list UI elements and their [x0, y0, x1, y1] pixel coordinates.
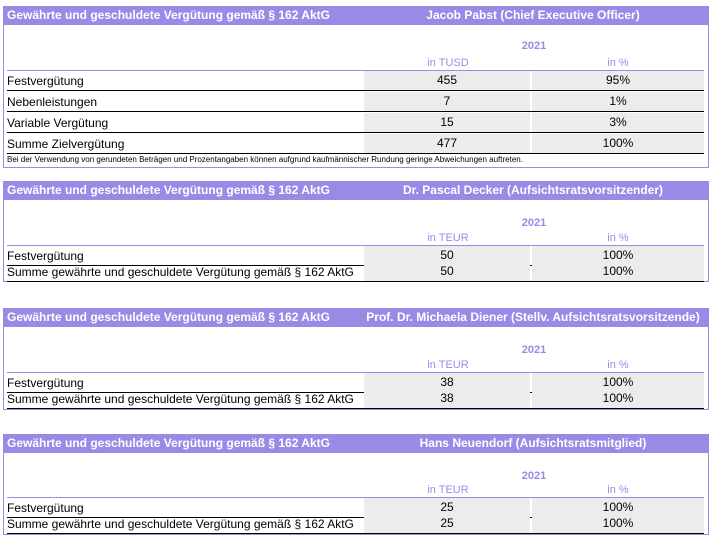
row-percent: 100%	[532, 246, 704, 265]
table-row: Festvergütung 50 100%	[4, 246, 708, 266]
row-label: Variable Vergütung	[7, 116, 109, 130]
row-value: 25	[364, 498, 530, 517]
header-person: Prof. Dr. Michaela Diener (Stellv. Aufsi…	[366, 310, 700, 324]
row-divider	[7, 281, 704, 282]
table-row: Summe gewährte und geschuldete Vergütung…	[4, 389, 708, 409]
remuneration-table-deputy-chair: Gewährte und geschuldete Vergütung gemäß…	[3, 308, 709, 410]
row-value: 50	[364, 246, 530, 265]
row-label: Festvergütung	[7, 501, 84, 515]
row-value: 50	[364, 262, 530, 281]
remuneration-table-ceo: Gewährte und geschuldete Vergütung gemäß…	[3, 6, 709, 168]
row-value: 25	[364, 514, 530, 533]
table-row: Festvergütung 38 100%	[4, 373, 708, 393]
row-label: Nebenleistungen	[7, 95, 98, 109]
row-value: 7	[364, 92, 530, 111]
row-label: Festvergütung	[7, 74, 84, 88]
row-divider	[7, 153, 704, 154]
unit-value-label: in TEUR	[427, 232, 469, 244]
unit-value-label: in TUSD	[427, 57, 469, 69]
header-left-title: Gewährte und geschuldete Vergütung gemäß…	[7, 436, 330, 450]
header-left-title: Gewährte und geschuldete Vergütung gemäß…	[7, 8, 330, 22]
row-percent: 3%	[532, 113, 704, 132]
header-person: Hans Neuendorf (Aufsichtsratsmitglied)	[419, 436, 647, 450]
row-percent: 1%	[532, 92, 704, 111]
year-label: 2021	[521, 344, 547, 356]
remuneration-table-member: Gewährte und geschuldete Vergütung gemäß…	[3, 434, 709, 535]
row-label: Summe Zielvergütung	[7, 137, 125, 151]
year-label: 2021	[521, 217, 547, 229]
row-divider	[7, 111, 704, 112]
unit-value-label: in TEUR	[427, 484, 469, 496]
table-row: Variable Vergütung 15 3%	[4, 113, 708, 133]
row-value: 38	[364, 373, 530, 392]
table-row: Summe Zielvergütung 477 100%	[4, 134, 708, 154]
row-percent: 95%	[532, 71, 704, 90]
unit-value-label: in TEUR	[427, 359, 469, 371]
row-divider	[7, 132, 704, 133]
table-row: Summe gewährte und geschuldete Vergütung…	[4, 262, 708, 282]
row-label: Summe gewährte und geschuldete Vergütung…	[7, 265, 354, 279]
row-divider	[7, 265, 704, 266]
unit-percent-label: in %	[607, 232, 629, 244]
row-label: Summe gewährte und geschuldete Vergütung…	[7, 392, 354, 406]
row-divider	[7, 533, 704, 534]
unit-percent-label: in %	[607, 359, 629, 371]
remuneration-table-chair: Gewährte und geschuldete Vergütung gemäß…	[3, 181, 709, 282]
year-label: 2021	[521, 40, 547, 52]
table-header: Gewährte und geschuldete Vergütung gemäß…	[3, 308, 709, 327]
row-percent: 100%	[532, 514, 704, 533]
row-divider	[7, 392, 704, 393]
row-value: 38	[364, 389, 530, 408]
row-value: 477	[364, 134, 530, 153]
row-divider	[7, 408, 704, 409]
row-divider	[7, 517, 704, 518]
unit-separator	[7, 245, 704, 246]
row-divider	[7, 90, 704, 91]
row-percent: 100%	[532, 262, 704, 281]
row-percent: 100%	[532, 389, 704, 408]
table-row: Festvergütung 455 95%	[4, 71, 708, 91]
unit-separator	[7, 70, 704, 71]
table-header: Gewährte und geschuldete Vergütung gemäß…	[3, 434, 709, 453]
row-percent: 100%	[532, 498, 704, 517]
header-person: Jacob Pabst (Chief Executive Officer)	[426, 8, 640, 22]
table-row: Nebenleistungen 7 1%	[4, 92, 708, 112]
table-header: Gewährte und geschuldete Vergütung gemäß…	[3, 181, 709, 200]
table-row: Festvergütung 25 100%	[4, 498, 708, 518]
row-label: Festvergütung	[7, 376, 84, 390]
unit-percent-label: in %	[607, 57, 629, 69]
unit-separator	[7, 497, 704, 498]
row-value: 15	[364, 113, 530, 132]
year-label: 2021	[521, 470, 547, 482]
header-left-title: Gewährte und geschuldete Vergütung gemäß…	[7, 310, 330, 324]
rounding-note: Bei der Verwendung von gerundeten Beträg…	[7, 155, 523, 164]
unit-separator	[7, 372, 704, 373]
row-percent: 100%	[532, 134, 704, 153]
table-row: Summe gewährte und geschuldete Vergütung…	[4, 514, 708, 534]
row-label: Festvergütung	[7, 249, 84, 263]
row-label: Summe gewährte und geschuldete Vergütung…	[7, 517, 354, 531]
row-value: 455	[364, 71, 530, 90]
header-left-title: Gewährte und geschuldete Vergütung gemäß…	[7, 183, 330, 197]
row-percent: 100%	[532, 373, 704, 392]
table-header: Gewährte und geschuldete Vergütung gemäß…	[3, 6, 709, 25]
header-person: Dr. Pascal Decker (Aufsichtsratsvorsitze…	[402, 183, 664, 197]
unit-percent-label: in %	[607, 484, 629, 496]
